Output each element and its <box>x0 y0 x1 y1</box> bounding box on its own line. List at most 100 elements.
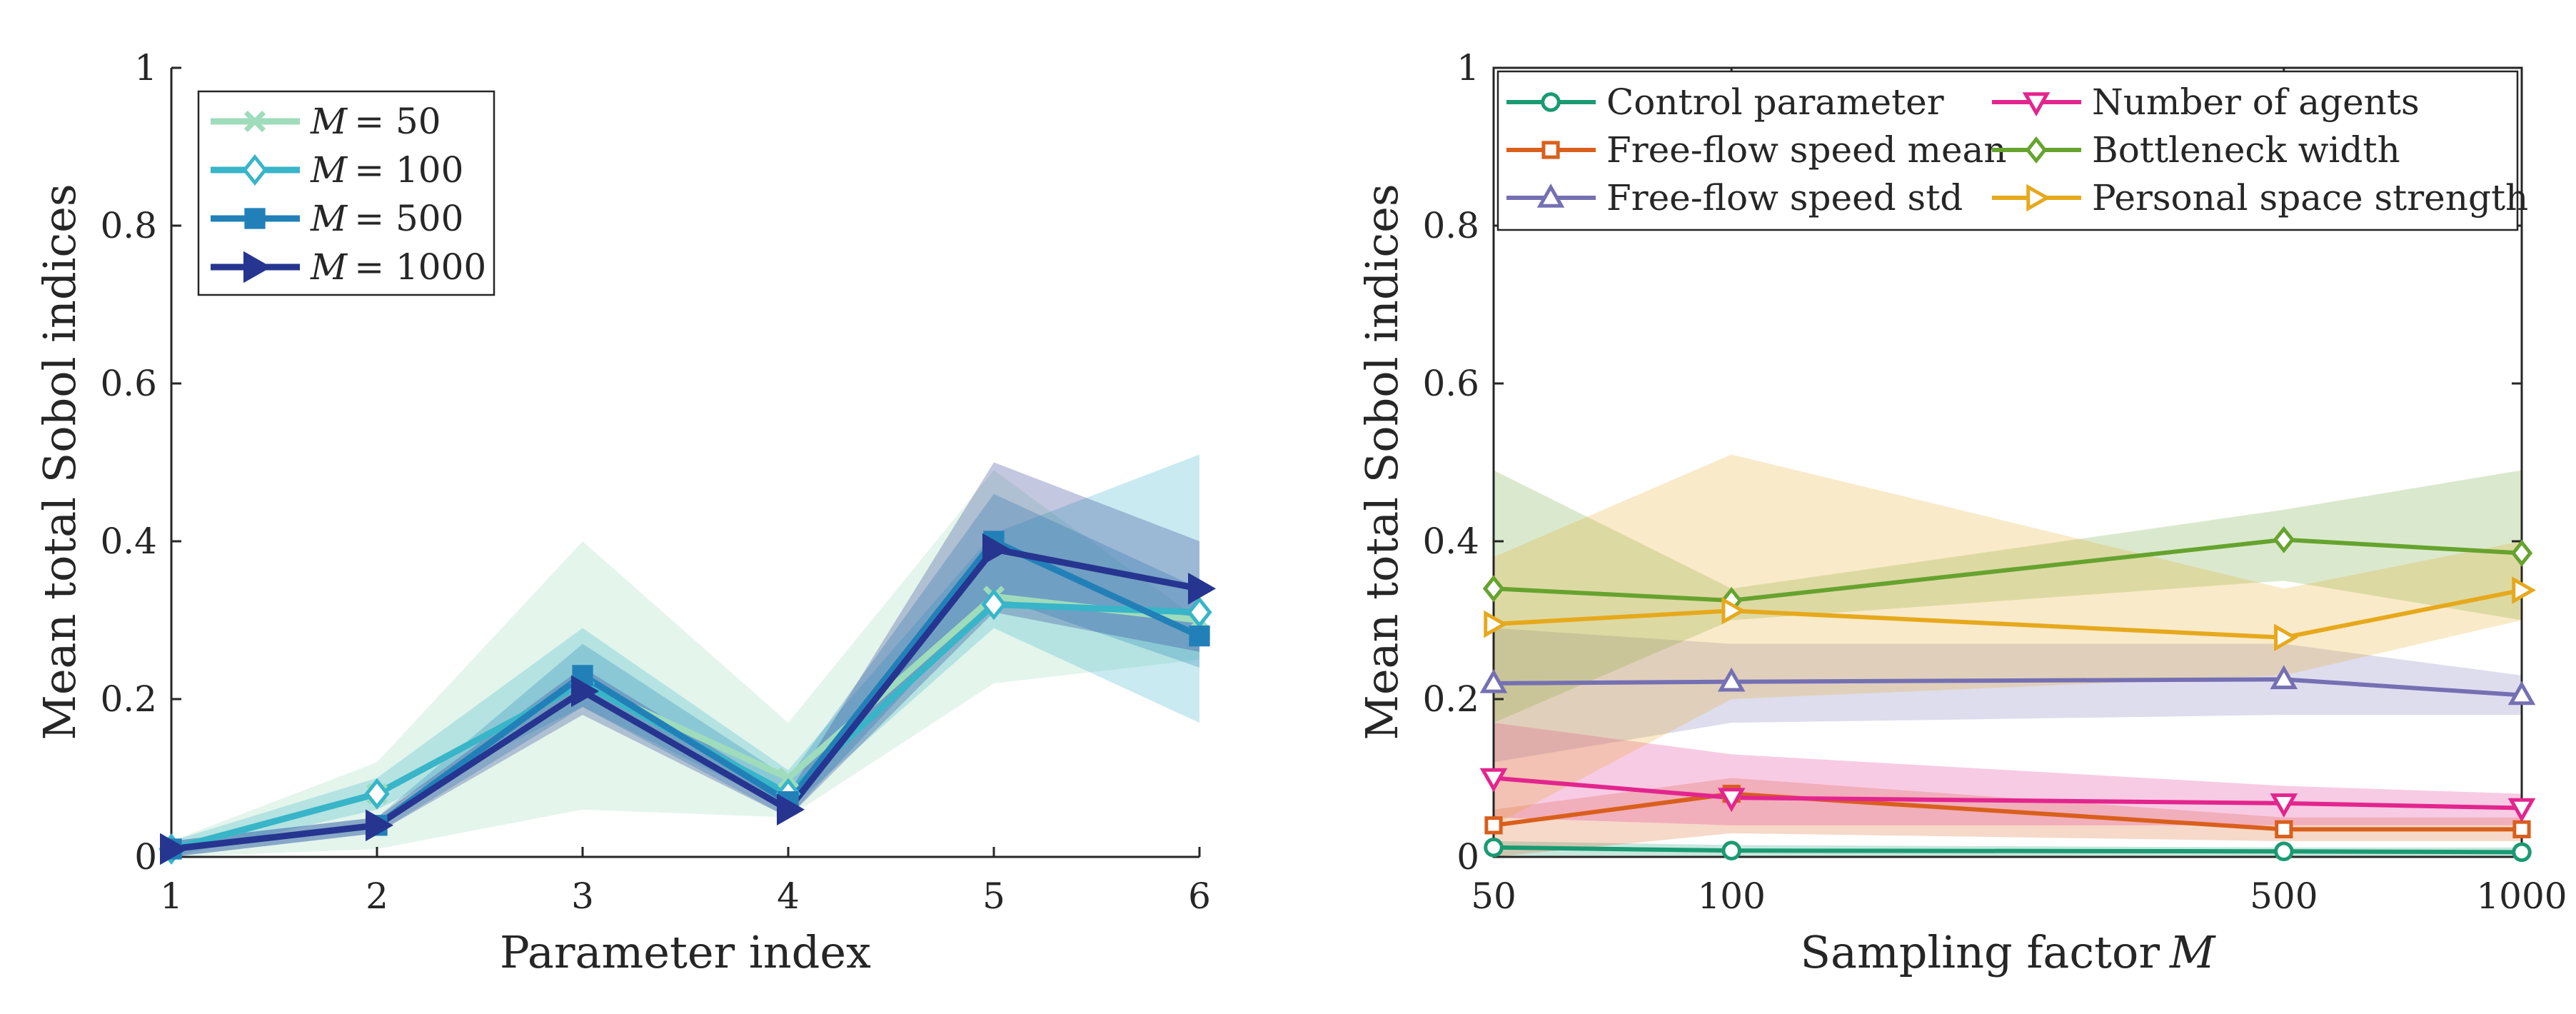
left-axis-ticks: 1 2 3 4 5 6 0 0.2 0.4 0.6 0.8 1 <box>100 47 1210 917</box>
left-y-tick-label: 1 <box>134 47 157 89</box>
right-y-tick-label: 0 <box>1456 836 1479 878</box>
right-series-line-1 <box>1493 791 2522 832</box>
left-y-tick-label: 0.4 <box>100 521 157 562</box>
left-point-3-3 <box>777 793 805 826</box>
right-point-4-2 <box>2273 526 2295 553</box>
left-legend-label-1: M = 100 <box>310 149 463 191</box>
right-point-2-3 <box>2507 681 2536 706</box>
left-x-tick-label: 2 <box>366 875 388 917</box>
right-y-tick-label: 0.8 <box>1422 205 1479 246</box>
left-legend-label-2: M = 500 <box>310 198 463 239</box>
left-point-1-4 <box>981 588 1007 621</box>
right-point-3-3 <box>2507 798 2536 823</box>
right-point-0-0 <box>1484 837 1504 858</box>
left-point-1-1 <box>364 778 390 810</box>
right-x-axis-label-text: Sampling factor <box>1801 926 2160 978</box>
right-band-4 <box>1494 470 2522 723</box>
left-legend-marker-0 <box>243 110 266 133</box>
right-legend: Control parameter Free-flow speed mean Fre… <box>1496 70 2528 231</box>
right-axes-box <box>1492 66 2523 858</box>
right-series-line-3 <box>1493 775 2522 810</box>
right-legend-label-3: Number of agents <box>2092 81 2420 123</box>
right-point-0-2 <box>2274 841 2294 862</box>
right-point-0-3 <box>2512 842 2532 863</box>
left-y-tick-label: 0 <box>134 836 157 878</box>
right-legend-marker-2 <box>1536 183 1565 208</box>
right-axis-ticks: 50 100 500 1000 0 0.2 0.4 0.6 0.8 1 <box>1422 47 2567 917</box>
left-band-1 <box>171 454 1199 857</box>
right-x-tick-label: 1000 <box>2476 875 2567 917</box>
left-point-3-4 <box>982 533 1011 566</box>
right-point-2-2 <box>2270 665 2298 690</box>
left-point-3-2 <box>571 675 600 708</box>
right-legend-label-4: Bottleneck width <box>2092 129 2400 171</box>
left-x-tick-label: 5 <box>982 875 1005 917</box>
right-point-1-3 <box>2512 820 2531 838</box>
right-legend-marker-0 <box>1541 92 1561 112</box>
left-legend-marker-3 <box>243 251 272 283</box>
left-point-3-0 <box>160 833 188 865</box>
right-series-line-5 <box>1493 588 2522 640</box>
left-x-tick-label: 3 <box>571 875 594 917</box>
left-legend-marker-1 <box>242 154 268 186</box>
left-legend-label-0: M = 50 <box>310 101 441 142</box>
right-legend-label-2: Free-flow speed std <box>1606 177 1963 219</box>
left-point-3-1 <box>366 809 394 842</box>
right-legend-label-1: Free-flow speed mean <box>1606 129 2007 171</box>
right-point-0-1 <box>1721 840 1741 860</box>
left-series-line-3 <box>171 546 1200 853</box>
right-point-3-0 <box>1479 768 1508 793</box>
right-point-4-3 <box>2510 539 2533 567</box>
right-y-tick-label: 0.6 <box>1422 363 1479 404</box>
left-band-0 <box>171 470 1199 857</box>
left-chart: 1 2 3 4 5 6 0 0.2 0.4 0.6 0.8 1 Parameter index Mea… <box>34 47 1217 978</box>
left-series-markers <box>159 531 1217 865</box>
left-band-2 <box>171 493 1199 857</box>
left-point-0-3 <box>777 767 800 789</box>
left-y-tick-label: 0.2 <box>100 678 157 720</box>
right-series-markers <box>1479 526 2537 863</box>
left-series-lines <box>170 538 1201 853</box>
left-y-tick-label: 0.6 <box>100 363 157 404</box>
left-y-axis-label: Mean total Sobol indices <box>34 184 86 740</box>
left-legend: M = 50 M = 100 M = 500 M = 1000 <box>197 90 495 296</box>
left-x-tick-label: 6 <box>1188 875 1211 917</box>
right-point-3-1 <box>1717 788 1746 813</box>
left-y-tick-label: 0.8 <box>100 205 157 246</box>
right-series-line-0 <box>1493 845 2522 855</box>
right-legend-marker-3 <box>2022 92 2051 117</box>
left-legend-marker-2 <box>244 208 266 229</box>
right-y-tick-label: 0.2 <box>1422 678 1479 720</box>
left-x-tick-label: 1 <box>160 875 183 917</box>
right-point-5-0 <box>1484 610 1509 638</box>
left-x-axis-label: Parameter index <box>500 926 871 978</box>
right-point-5-1 <box>1721 596 1746 625</box>
right-y-tick-label: 1 <box>1456 47 1479 89</box>
left-point-2-5 <box>1189 625 1210 647</box>
left-x-tick-label: 4 <box>777 875 800 917</box>
right-legend-label-5: Personal space strength <box>2092 177 2528 219</box>
right-legend-marker-5 <box>2026 184 2051 212</box>
right-series-line-2 <box>1493 677 2522 698</box>
left-point-3-5 <box>1188 572 1217 605</box>
right-band-5 <box>1494 454 2522 825</box>
right-series-lines <box>1493 537 2522 855</box>
right-y-tick-label: 0.4 <box>1422 521 1479 562</box>
right-point-2-1 <box>1717 667 1746 692</box>
right-x-tick-label: 50 <box>1471 875 1516 917</box>
right-x-axis-label: Sampling factor M <box>1801 926 2216 978</box>
right-legend-marker-1 <box>1541 141 1560 159</box>
right-legend-label-0: Control parameter <box>1606 81 1944 123</box>
right-series-line-4 <box>1493 537 2522 603</box>
right-x-axis-label-var: M <box>2169 926 2216 978</box>
left-confidence-bands <box>171 454 1199 857</box>
right-legend-marker-4 <box>2025 136 2048 164</box>
right-band-2 <box>1494 628 2522 763</box>
right-point-3-2 <box>2270 793 2298 818</box>
right-chart: 50 100 500 1000 0 0.2 0.4 0.6 0.8 1 Sampling fact… <box>1356 47 2567 978</box>
right-point-1-0 <box>1484 816 1503 835</box>
right-point-5-3 <box>2512 576 2537 604</box>
right-y-axis-label: Mean total Sobol indices <box>1356 184 1408 740</box>
